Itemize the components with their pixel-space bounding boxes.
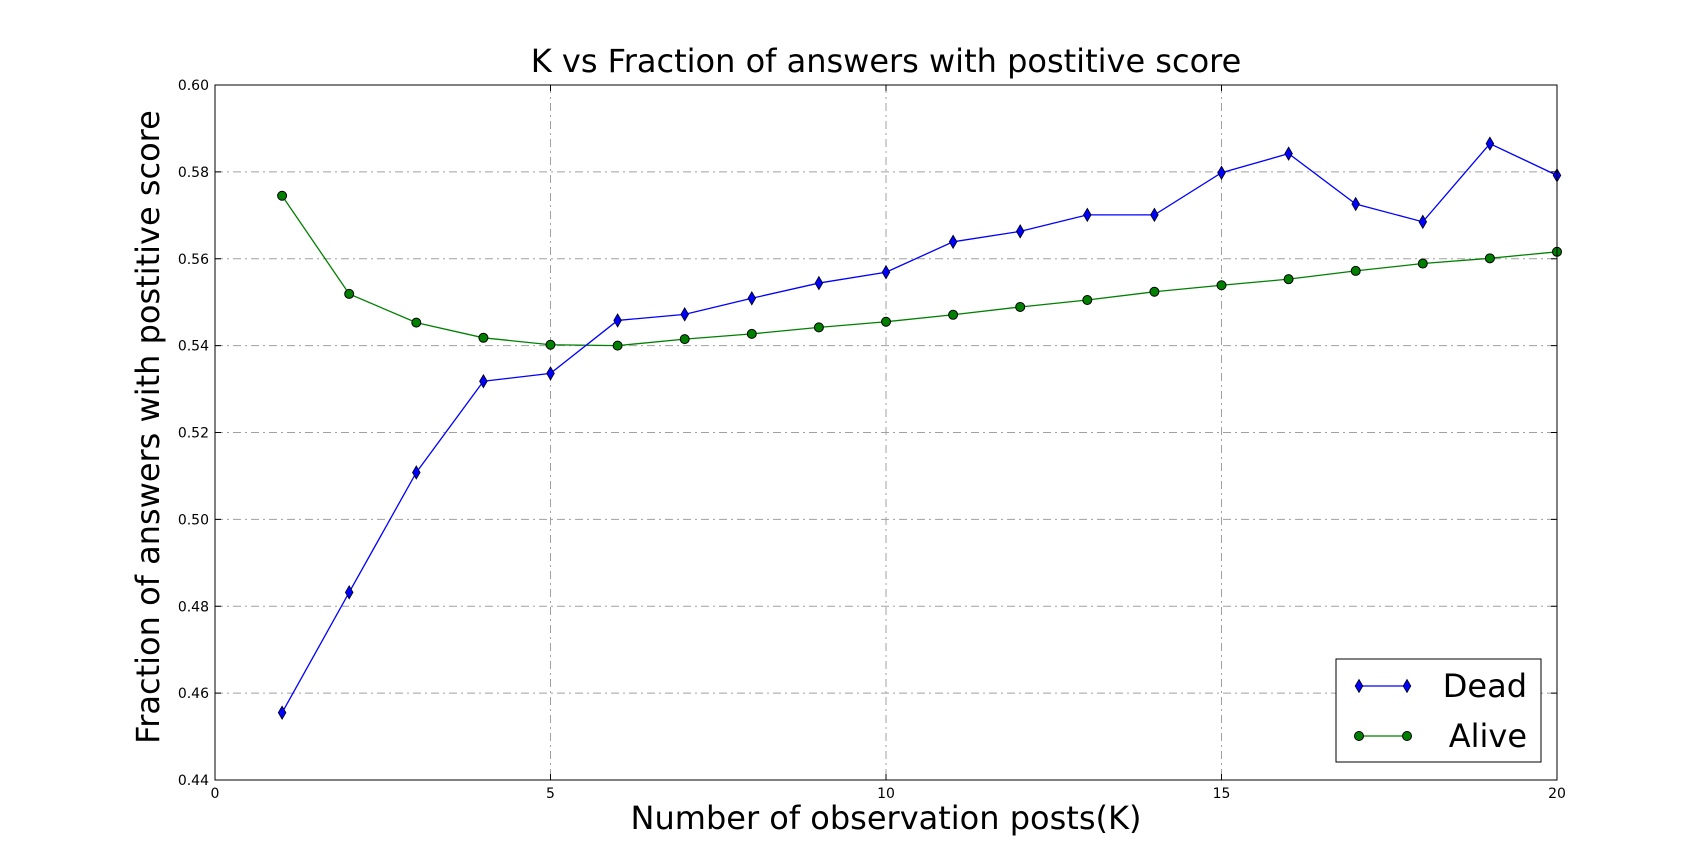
- data-point-alive: [881, 316, 891, 327]
- data-point-dead: [1418, 214, 1428, 230]
- data-point-alive: [948, 309, 959, 320]
- x-tick-label: 15: [1213, 786, 1231, 802]
- y-tick-label: 0.48: [178, 599, 209, 615]
- data-point-alive: [1015, 301, 1026, 312]
- data-point-dead: [412, 465, 421, 480]
- x-tick-label: 0: [211, 786, 220, 802]
- legend-label: Dead: [1443, 667, 1527, 705]
- data-point-alive: [344, 288, 355, 299]
- data-series: [277, 136, 1562, 720]
- data-point-dead: [680, 307, 689, 322]
- data-point-dead: [277, 705, 287, 720]
- data-point-alive: [1350, 265, 1361, 276]
- data-point-dead: [1284, 146, 1293, 161]
- data-point-alive: [545, 339, 556, 350]
- y-tick-label: 0.50: [178, 512, 209, 528]
- data-point-alive: [1082, 295, 1093, 306]
- x-tick-label: 10: [877, 786, 895, 802]
- x-tick-label: 20: [1548, 786, 1566, 802]
- legend-item-alive: Alive: [1354, 717, 1527, 755]
- y-tick-label: 0.46: [178, 686, 209, 702]
- legend-label: Alive: [1449, 717, 1527, 755]
- data-point-alive: [746, 328, 757, 339]
- y-tick-label: 0.56: [178, 252, 209, 268]
- y-axis-title: Fraction of answers with postitive score: [129, 110, 167, 744]
- data-point-alive: [1283, 274, 1294, 285]
- series-alive: [277, 190, 1562, 351]
- data-point-alive: [1484, 253, 1495, 264]
- data-point-dead: [814, 275, 824, 291]
- data-point-dead: [1217, 165, 1226, 181]
- legend: Dead Alive: [1335, 658, 1542, 763]
- y-tick-label: 0.52: [178, 426, 209, 442]
- axis-ticks: 0 5 10 15 20 0.44 0.46 0.48 0.50 0.52 0.54 0.56 0.58…: [178, 78, 1566, 802]
- legend-item-dead: Dead: [1354, 667, 1527, 705]
- series-line-alive: [281, 195, 1558, 347]
- grid-lines: [215, 85, 1557, 780]
- series-line-dead: [281, 142, 1558, 713]
- data-point-alive: [679, 334, 690, 345]
- data-point-alive: [813, 322, 824, 333]
- data-point-alive: [277, 190, 288, 201]
- legend-marker: [1402, 678, 1412, 694]
- chart-title: K vs Fraction of answers with postitive …: [531, 42, 1242, 80]
- legend-marker: [1354, 678, 1364, 694]
- data-point-dead: [747, 290, 757, 306]
- x-axis-title: Number of observation posts(K): [631, 799, 1142, 837]
- y-tick-label: 0.60: [178, 78, 209, 94]
- data-point-dead: [1015, 224, 1025, 239]
- data-point-alive: [478, 332, 489, 343]
- data-point-dead: [948, 234, 958, 250]
- data-point-dead: [546, 366, 555, 381]
- data-point-dead: [1485, 136, 1495, 151]
- data-point-dead: [881, 264, 891, 280]
- legend-marker: [1402, 731, 1412, 741]
- y-tick-label: 0.44: [178, 773, 209, 789]
- legend-marker: [1354, 731, 1364, 741]
- data-point-dead: [613, 313, 622, 328]
- data-point-alive: [1216, 280, 1227, 291]
- data-point-dead: [1150, 207, 1159, 223]
- legend-box: [1335, 658, 1542, 763]
- data-point-alive: [411, 317, 422, 328]
- y-tick-label: 0.58: [178, 165, 209, 181]
- data-point-dead: [344, 585, 354, 600]
- x-tick-label: 5: [546, 786, 555, 802]
- data-point-dead: [1351, 196, 1360, 212]
- data-point-alive: [1149, 286, 1160, 297]
- data-point-dead: [479, 373, 488, 389]
- series-dead: [277, 136, 1562, 720]
- data-point-dead: [1083, 207, 1092, 223]
- data-point-alive: [612, 340, 623, 351]
- data-point-alive: [1417, 258, 1428, 269]
- y-tick-label: 0.54: [178, 339, 209, 355]
